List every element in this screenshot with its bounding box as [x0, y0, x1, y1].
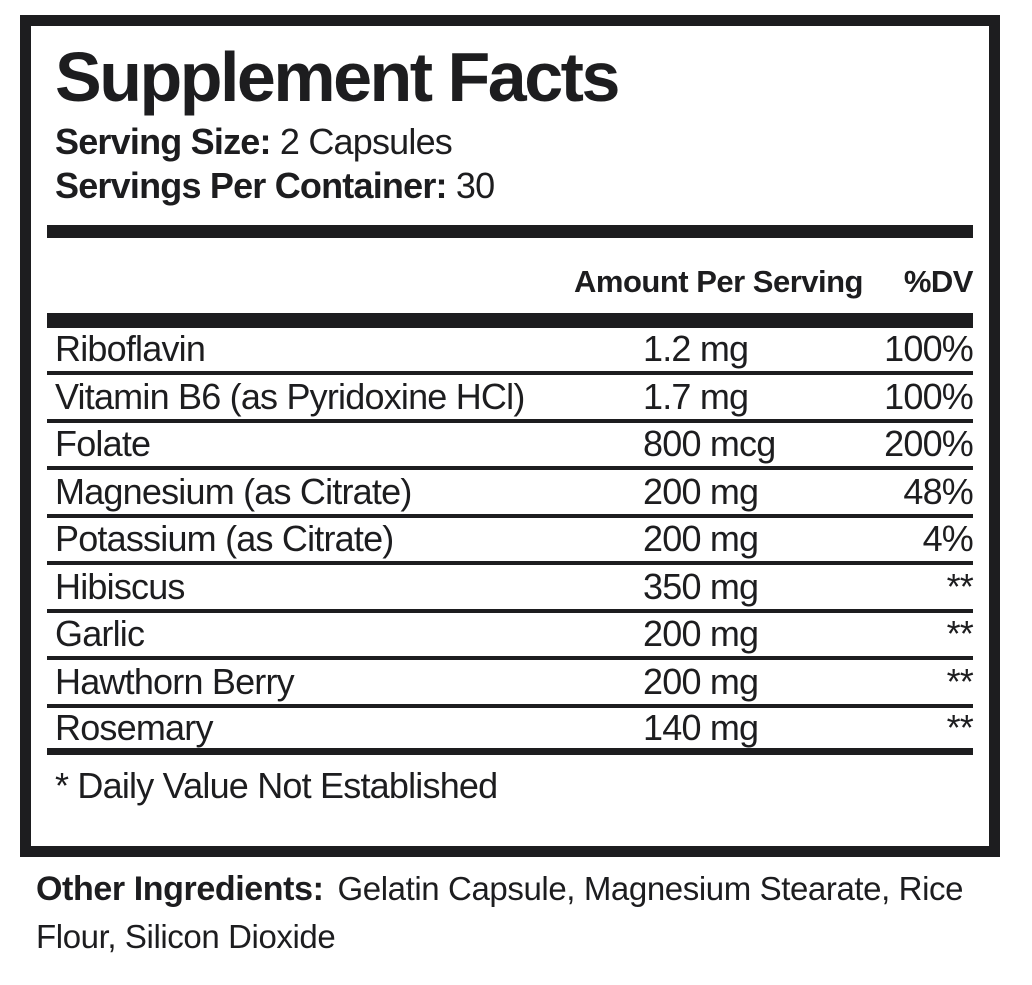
column-header-dv: %DV: [903, 263, 974, 299]
ingredient-amount: 200 mg: [643, 613, 759, 655]
table-row: Garlic 200 mg **: [47, 613, 974, 661]
other-ingredients-value: Gelatin Capsule, Magnesium Stearate, Ric…: [36, 870, 964, 955]
column-header-amount: Amount Per Serving: [574, 263, 864, 299]
ingredient-amount: 1.7 mg: [643, 375, 749, 417]
table-row: Folate 800 mcg 200%: [47, 423, 974, 471]
ingredient-dv: **: [946, 660, 974, 702]
ingredient-amount: 200 mg: [643, 518, 759, 560]
ingredient-name: Vitamin B6 (as Pyridoxine HCl): [55, 375, 525, 417]
ingredient-dv: 100%: [884, 328, 974, 370]
ingredient-amount: 200 mg: [643, 660, 759, 702]
servings-per-container-label: Servings Per Container:: [55, 165, 448, 207]
table-row: Hawthorn Berry 200 mg **: [47, 660, 974, 708]
ingredient-amount: 800 mcg: [643, 423, 776, 465]
serving-size-value: 2 Capsules: [279, 121, 453, 162]
ingredient-name: Folate: [55, 423, 151, 465]
supplement-facts-panel: Supplement Facts Serving Size: 2 Capsule…: [20, 15, 1000, 857]
ingredient-amount: 350 mg: [643, 565, 759, 607]
ingredient-dv: **: [946, 613, 974, 655]
serving-size-label: Serving Size:: [55, 121, 271, 162]
ingredient-amount: 1.2 mg: [643, 328, 749, 370]
ingredient-dv: **: [946, 565, 974, 607]
ingredient-table: Riboflavin 1.2 mg 100% Vitamin B6 (as Py…: [47, 328, 974, 756]
ingredient-dv: 48%: [903, 470, 973, 512]
ingredient-name: Hibiscus: [55, 565, 185, 607]
ingredient-name: Hawthorn Berry: [55, 660, 295, 702]
servings-per-container-value: 30: [455, 165, 495, 207]
panel-title: Supplement Facts: [55, 38, 620, 116]
ingredient-name: Riboflavin: [55, 328, 206, 370]
other-ingredients-section: Other Ingredients: Gelatin Capsule, Magne…: [36, 866, 986, 960]
divider-bar-header: [47, 312, 973, 328]
daily-value-footnote: * Daily Value Not Established: [55, 765, 498, 807]
table-row: Riboflavin 1.2 mg 100%: [47, 328, 974, 376]
ingredient-dv: **: [946, 706, 974, 748]
table-header-row: Amount Per Serving %DV: [47, 238, 974, 313]
ingredient-name: Magnesium (as Citrate): [55, 470, 412, 512]
table-row: Magnesium (as Citrate) 200 mg 48%: [47, 470, 974, 518]
table-row: Rosemary 140 mg **: [47, 706, 974, 756]
ingredient-dv: 200%: [884, 423, 974, 465]
divider-bar-top: [47, 224, 973, 238]
ingredient-amount: 140 mg: [643, 706, 759, 748]
table-row: Hibiscus 350 mg **: [47, 565, 974, 613]
ingredient-amount: 200 mg: [643, 470, 759, 512]
table-row: Vitamin B6 (as Pyridoxine HCl) 1.7 mg 10…: [47, 375, 974, 423]
ingredient-name: Garlic: [55, 613, 145, 655]
servings-per-container-line: Servings Per Container: 30: [55, 164, 973, 208]
serving-size-line: Serving Size: 2 Capsules: [55, 120, 973, 164]
other-ingredients-label: Other Ingredients:: [36, 870, 324, 908]
table-row: Potassium (as Citrate) 200 mg 4%: [47, 518, 974, 566]
ingredient-dv: 4%: [922, 518, 974, 560]
ingredient-name: Rosemary: [55, 706, 213, 748]
ingredient-name: Potassium (as Citrate): [55, 518, 394, 560]
ingredient-dv: 100%: [884, 375, 974, 417]
